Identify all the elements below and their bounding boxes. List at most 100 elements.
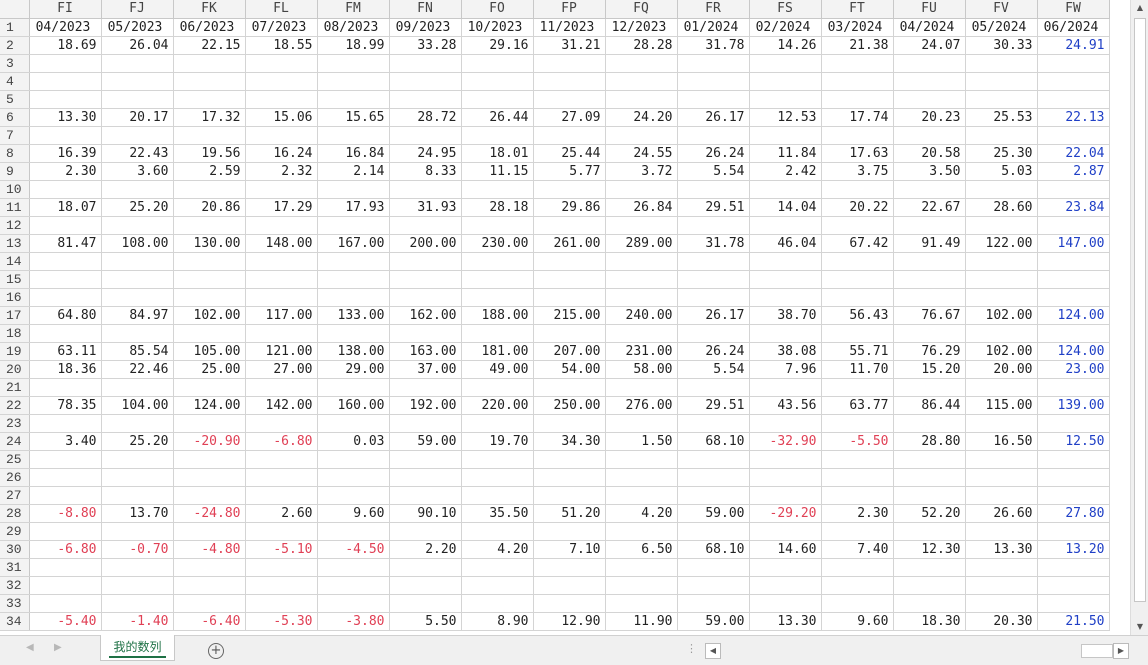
cell[interactable]: 12.53: [749, 108, 822, 127]
cell[interactable]: [245, 576, 318, 595]
cell[interactable]: 33.28: [389, 36, 462, 55]
cell[interactable]: [605, 558, 678, 577]
cell[interactable]: 03/2024: [821, 18, 894, 37]
cell[interactable]: [677, 558, 750, 577]
row-header[interactable]: 30: [0, 540, 30, 559]
cell[interactable]: [1037, 54, 1110, 73]
cell[interactable]: [29, 72, 102, 91]
cell[interactable]: [101, 72, 174, 91]
cell[interactable]: 3.40: [29, 432, 102, 451]
cell[interactable]: [965, 252, 1038, 271]
cell[interactable]: [29, 522, 102, 541]
cell[interactable]: [533, 288, 606, 307]
row-header[interactable]: 24: [0, 432, 30, 451]
cell[interactable]: 68.10: [677, 432, 750, 451]
cell[interactable]: -4.50: [317, 540, 390, 559]
row-header[interactable]: 7: [0, 126, 30, 145]
cell[interactable]: [245, 72, 318, 91]
cell[interactable]: [533, 270, 606, 289]
cell[interactable]: [101, 180, 174, 199]
cell[interactable]: [173, 90, 246, 109]
cell[interactable]: 17.32: [173, 108, 246, 127]
cell[interactable]: 22.67: [893, 198, 966, 217]
cell[interactable]: 122.00: [965, 234, 1038, 253]
cell[interactable]: 160.00: [317, 396, 390, 415]
cell[interactable]: 29.00: [317, 360, 390, 379]
cell[interactable]: [893, 216, 966, 235]
cell[interactable]: 25.44: [533, 144, 606, 163]
cell[interactable]: 20.58: [893, 144, 966, 163]
cell[interactable]: 7.40: [821, 540, 894, 559]
cell[interactable]: 105.00: [173, 342, 246, 361]
cell[interactable]: -20.90: [173, 432, 246, 451]
cell[interactable]: [101, 90, 174, 109]
prev-sheet-icon[interactable]: ◀: [26, 642, 34, 653]
cell[interactable]: [893, 54, 966, 73]
column-header[interactable]: FP: [533, 0, 606, 19]
cell[interactable]: 58.00: [605, 360, 678, 379]
cell[interactable]: [173, 450, 246, 469]
cell[interactable]: 27.00: [245, 360, 318, 379]
cell[interactable]: 13.20: [1037, 540, 1110, 559]
cell[interactable]: [749, 522, 822, 541]
cell[interactable]: [605, 252, 678, 271]
cell[interactable]: 18.36: [29, 360, 102, 379]
cell[interactable]: [101, 558, 174, 577]
cell[interactable]: 207.00: [533, 342, 606, 361]
cell[interactable]: 102.00: [965, 342, 1038, 361]
cell[interactable]: [821, 324, 894, 343]
cell[interactable]: [317, 54, 390, 73]
cell[interactable]: 12.30: [893, 540, 966, 559]
cell[interactable]: 14.60: [749, 540, 822, 559]
cell[interactable]: [965, 450, 1038, 469]
cell[interactable]: [965, 216, 1038, 235]
cell[interactable]: 28.72: [389, 108, 462, 127]
cell[interactable]: 18.01: [461, 144, 534, 163]
cell[interactable]: [533, 180, 606, 199]
cell[interactable]: 31.93: [389, 198, 462, 217]
row-header[interactable]: 8: [0, 144, 30, 163]
row-header[interactable]: 19: [0, 342, 30, 361]
cell[interactable]: [677, 72, 750, 91]
cell[interactable]: [389, 252, 462, 271]
cell[interactable]: 115.00: [965, 396, 1038, 415]
cell[interactable]: 2.59: [173, 162, 246, 181]
cell[interactable]: [29, 450, 102, 469]
cell[interactable]: [461, 522, 534, 541]
cell[interactable]: [533, 558, 606, 577]
cell[interactable]: [533, 216, 606, 235]
cell[interactable]: [173, 468, 246, 487]
cell[interactable]: [461, 450, 534, 469]
cell[interactable]: [749, 378, 822, 397]
cell[interactable]: [389, 90, 462, 109]
cell[interactable]: 17.93: [317, 198, 390, 217]
cell[interactable]: [101, 216, 174, 235]
column-header[interactable]: FM: [317, 0, 390, 19]
cell[interactable]: [821, 450, 894, 469]
cell[interactable]: 37.00: [389, 360, 462, 379]
cell[interactable]: [965, 558, 1038, 577]
cell[interactable]: [605, 324, 678, 343]
cell[interactable]: [893, 72, 966, 91]
cell[interactable]: [173, 252, 246, 271]
cell[interactable]: [533, 72, 606, 91]
cell[interactable]: 19.70: [461, 432, 534, 451]
cell[interactable]: 102.00: [965, 306, 1038, 325]
cell[interactable]: [965, 378, 1038, 397]
cell[interactable]: 38.08: [749, 342, 822, 361]
cell[interactable]: [245, 558, 318, 577]
cell[interactable]: 4.20: [461, 540, 534, 559]
cell[interactable]: [677, 54, 750, 73]
cell[interactable]: 01/2024: [677, 18, 750, 37]
cell[interactable]: [1037, 270, 1110, 289]
scroll-right-arrow-icon[interactable]: ▶: [1113, 643, 1129, 659]
vertical-scroll-thumb[interactable]: [1134, 18, 1146, 602]
cell[interactable]: [893, 594, 966, 613]
cell[interactable]: [677, 576, 750, 595]
row-header[interactable]: 11: [0, 198, 30, 217]
cell[interactable]: 9.60: [317, 504, 390, 523]
cell[interactable]: 121.00: [245, 342, 318, 361]
cell[interactable]: 09/2023: [389, 18, 462, 37]
row-header[interactable]: 29: [0, 522, 30, 541]
cell[interactable]: [821, 378, 894, 397]
